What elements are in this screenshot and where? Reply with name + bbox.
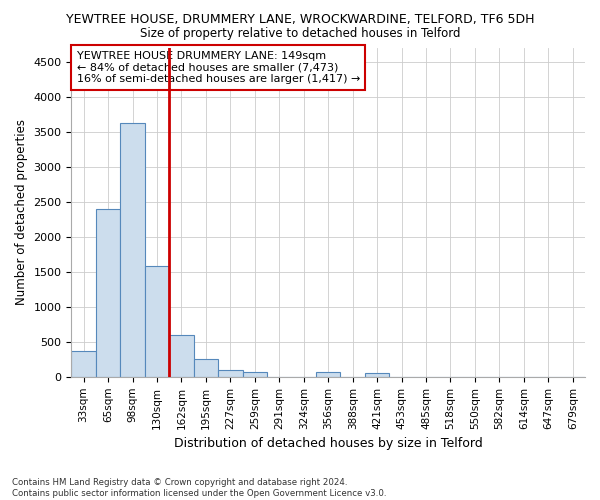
Text: Size of property relative to detached houses in Telford: Size of property relative to detached ho… xyxy=(140,28,460,40)
Text: Contains HM Land Registry data © Crown copyright and database right 2024.
Contai: Contains HM Land Registry data © Crown c… xyxy=(12,478,386,498)
Text: YEWTREE HOUSE, DRUMMERY LANE, WROCKWARDINE, TELFORD, TF6 5DH: YEWTREE HOUSE, DRUMMERY LANE, WROCKWARDI… xyxy=(66,12,534,26)
Bar xyxy=(121,123,145,377)
Bar xyxy=(242,372,267,377)
Bar xyxy=(169,335,194,377)
Bar xyxy=(145,266,169,377)
Bar xyxy=(316,372,340,377)
Text: YEWTREE HOUSE DRUMMERY LANE: 149sqm
← 84% of detached houses are smaller (7,473): YEWTREE HOUSE DRUMMERY LANE: 149sqm ← 84… xyxy=(77,51,360,84)
X-axis label: Distribution of detached houses by size in Telford: Distribution of detached houses by size … xyxy=(174,437,482,450)
Bar xyxy=(96,208,121,377)
Bar xyxy=(218,370,242,377)
Y-axis label: Number of detached properties: Number of detached properties xyxy=(15,119,28,305)
Bar xyxy=(365,374,389,377)
Bar xyxy=(71,350,96,377)
Bar xyxy=(194,360,218,377)
